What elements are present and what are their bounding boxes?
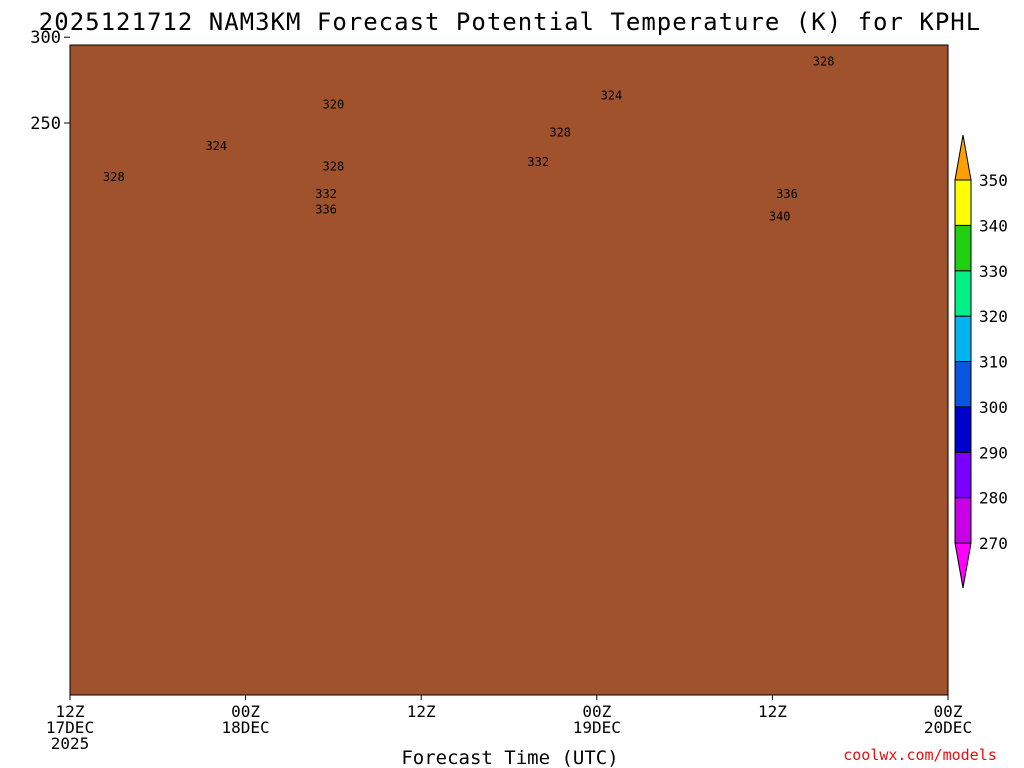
colorbar: 270 280 290 300 310 320 330 340 350	[954, 134, 1008, 589]
contour-label: 332	[315, 187, 337, 201]
colorbar-label: 310	[979, 353, 1008, 372]
y-tick-label: 300	[30, 28, 61, 48]
contour-labels: 3363323283283243203323283243403363283203…	[103, 54, 835, 223]
x-tick-label: 00Z	[582, 702, 611, 721]
x-tick-label: 19DEC	[573, 718, 621, 737]
contour-label: 328	[103, 170, 125, 184]
colorbar-segment	[954, 270, 972, 317]
colorbar-segment	[954, 315, 972, 362]
contour-label-text: 328	[103, 170, 125, 184]
contour-label: 340	[769, 209, 791, 223]
colorbar-segment	[954, 497, 972, 544]
contour-label: 324	[601, 89, 623, 103]
ground	[70, 45, 948, 695]
contour-label: 328	[549, 126, 571, 140]
x-tick-label: 12Z	[56, 702, 85, 721]
contour-label: 336	[776, 187, 798, 201]
contour-label-text: 332	[527, 155, 549, 169]
contour-label-text: 336	[776, 187, 798, 201]
x-tick-label: 2025	[51, 734, 90, 753]
colorbar-label: 320	[979, 307, 1008, 326]
x-tick-label: 00Z	[934, 702, 963, 721]
contour-label: 328	[813, 54, 835, 68]
colorbar-label: 270	[979, 534, 1008, 553]
colorbar-segment	[954, 361, 972, 408]
colorbar-segment	[954, 451, 972, 499]
x-tick-label: 00Z	[231, 702, 260, 721]
colorbar-label: 300	[979, 398, 1008, 417]
colorbar-label: 350	[979, 171, 1008, 190]
y-axis: 2503003504004505005506006507007508008509…	[30, 28, 70, 134]
colorbar-label: 280	[979, 489, 1008, 508]
colorbar-segment	[954, 406, 972, 453]
colorbar-label: 340	[979, 216, 1008, 235]
colorbar-segment	[954, 224, 972, 272]
plot-area: 3363323283283243203323283243403363283203…	[70, 45, 948, 695]
contour-label-text: 328	[813, 54, 835, 68]
contour-label-text: 336	[315, 203, 337, 217]
x-axis-label: Forecast Time (UTC)	[401, 747, 618, 768]
contour-label-text: 320	[323, 98, 345, 112]
x-tick-label: 17DEC	[46, 718, 94, 737]
x-tick-label: 18DEC	[222, 718, 270, 737]
chart-title: 2025121712 NAM3KM Forecast Potential Tem…	[39, 8, 981, 36]
credit-text: coolwx.com/models	[843, 746, 997, 764]
colorbar-cap-top	[954, 134, 972, 181]
x-tick-label: 20DEC	[924, 718, 972, 737]
contour-label: 320	[323, 98, 345, 112]
plot-frame	[69, 44, 949, 696]
colorbar-cap-bottom	[954, 542, 972, 589]
contour-label-text: 324	[601, 89, 623, 103]
x-tick-label: 12Z	[407, 702, 436, 721]
contour-label-text: 340	[769, 209, 791, 223]
colorbar-label: 330	[979, 262, 1008, 281]
ground-fill	[70, 45, 948, 695]
colorbar-segment	[954, 179, 972, 226]
contour-label-text: 328	[549, 126, 571, 140]
contour-label-text: 332	[315, 187, 337, 201]
contour-label: 324	[205, 139, 227, 153]
contour-label: 336	[315, 203, 337, 217]
contour-label-text: 328	[323, 159, 345, 173]
contour-label: 332	[527, 155, 549, 169]
contour-label: 328	[323, 159, 345, 173]
y-tick-label: 250	[30, 114, 61, 134]
contour-label-text: 324	[205, 139, 227, 153]
colorbar-label: 290	[979, 443, 1008, 462]
x-tick-label: 12Z	[758, 702, 787, 721]
